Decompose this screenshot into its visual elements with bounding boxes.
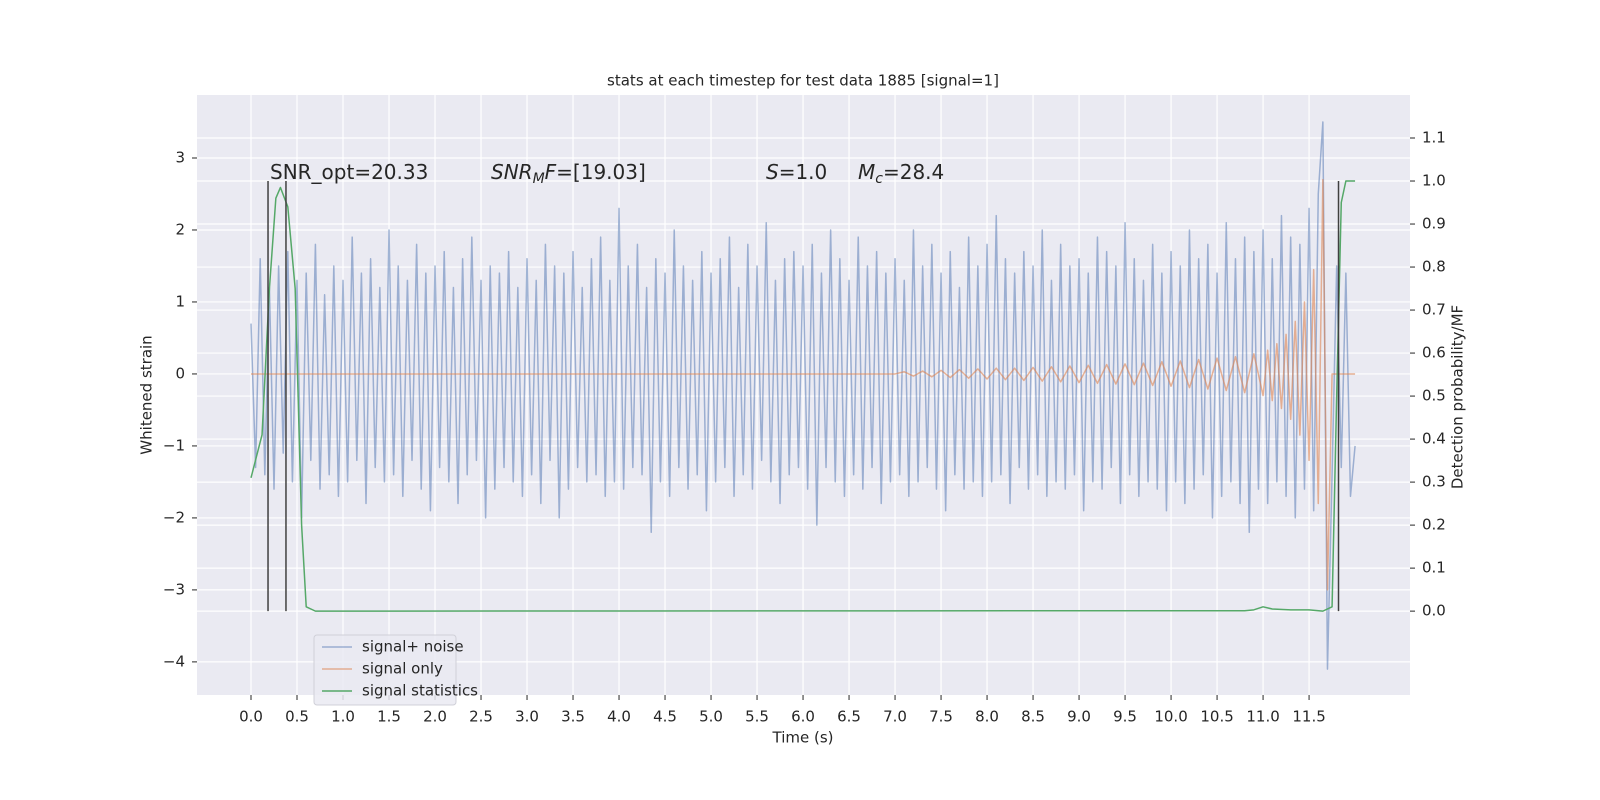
annotation: Mc=28.4	[858, 160, 944, 188]
annotation-part: =[19.03]	[556, 160, 646, 184]
y-tick-label: −3	[163, 580, 185, 598]
x-tick-label: 6.5	[837, 708, 861, 726]
x-tick-label: 8.0	[975, 708, 999, 726]
series-line	[251, 178, 1356, 591]
annotation-part: =28.4	[883, 160, 944, 184]
y-tick-label: −1	[163, 436, 185, 454]
y2-tick-label: 0.3	[1422, 473, 1446, 491]
x-tick-label: 11.0	[1246, 708, 1279, 726]
y2-tick-label: 0.8	[1422, 258, 1446, 276]
y2-tick-label: 1.1	[1422, 129, 1446, 147]
y2-tick-label: 0.6	[1422, 344, 1446, 362]
y-tick-label: 2	[175, 220, 185, 238]
y2-tick-label: 0.1	[1422, 559, 1446, 577]
y-axis-label: Whitened strain	[138, 335, 156, 454]
annotation: S=1.0	[766, 160, 827, 184]
annotation-part: M	[533, 171, 545, 187]
legend-label: signal+ noise	[362, 638, 464, 656]
x-tick-label: 11.5	[1292, 708, 1325, 726]
annotation-part: SNR	[491, 160, 533, 184]
y-tick-label: 1	[175, 292, 185, 310]
annotation: SNRMF=[19.03]	[491, 160, 646, 188]
y2-tick-label: 0.9	[1422, 215, 1446, 233]
grid	[197, 95, 1410, 695]
y-tick-label: 0	[175, 364, 185, 382]
x-tick-label: 1.0	[331, 708, 355, 726]
annotation-part: M	[858, 160, 875, 184]
y2-axis-label: Detection probability/MF	[1449, 305, 1467, 489]
x-tick-label: 0.0	[239, 708, 263, 726]
y2-tick-label: 0.2	[1422, 516, 1446, 534]
x-tick-label: 4.0	[607, 708, 631, 726]
x-tick-label: 6.0	[791, 708, 815, 726]
x-tick-label: 9.5	[1113, 708, 1137, 726]
annotation-part: S	[766, 160, 779, 184]
x-tick-label: 7.0	[883, 708, 907, 726]
y2-tick-label: 0.4	[1422, 430, 1446, 448]
x-tick-label: 2.0	[423, 708, 447, 726]
x-tick-label: 10.5	[1200, 708, 1233, 726]
plot-marks	[250, 121, 1356, 670]
y-tick-label: −2	[163, 508, 185, 526]
legend-label: signal statistics	[362, 682, 478, 700]
y2-tick-label: 0.7	[1422, 301, 1446, 319]
x-tick-label: 3.5	[561, 708, 585, 726]
x-tick-label: 3.0	[515, 708, 539, 726]
y2-tick-label: 1.0	[1422, 172, 1446, 190]
x-tick-label: 9.0	[1067, 708, 1091, 726]
annotation-part: F	[545, 160, 557, 184]
y-tick-label: 3	[175, 148, 185, 166]
series-line	[250, 180, 1356, 612]
x-tick-label: 8.5	[1021, 708, 1045, 726]
annotation-part: SNR_opt=20.33	[270, 160, 428, 184]
x-tick-label: 4.5	[653, 708, 677, 726]
x-tick-label: 10.0	[1154, 708, 1187, 726]
x-tick-label: 2.5	[469, 708, 493, 726]
y-tick-label: −4	[163, 652, 185, 670]
y2-tick-label: 0.0	[1422, 602, 1446, 620]
x-tick-label: 5.5	[745, 708, 769, 726]
x-tick-label: 7.5	[929, 708, 953, 726]
legend: signal+ noise signal only signal statistic…	[313, 634, 478, 706]
annotation-part: =1.0	[779, 160, 828, 184]
x-tick-label: 0.5	[285, 708, 309, 726]
annotation-part: c	[875, 171, 883, 187]
x-axis-label: Time (s)	[772, 729, 834, 747]
legend-box	[313, 634, 457, 706]
legend-label: signal only	[362, 660, 443, 678]
chart-title: stats at each timestep for test data 188…	[607, 72, 999, 90]
y2-tick-label: 0.5	[1422, 387, 1446, 405]
annotation: SNR_opt=20.33	[270, 160, 428, 184]
x-tick-label: 1.5	[377, 708, 401, 726]
x-tick-label: 5.0	[699, 708, 723, 726]
axes: 0.0 0.5 1.0 1.5 2.0 2.5 3.0 3.5 4.0 4.5 5.0 5.5 6.0 6…	[163, 129, 1446, 726]
series-line	[250, 121, 1356, 670]
